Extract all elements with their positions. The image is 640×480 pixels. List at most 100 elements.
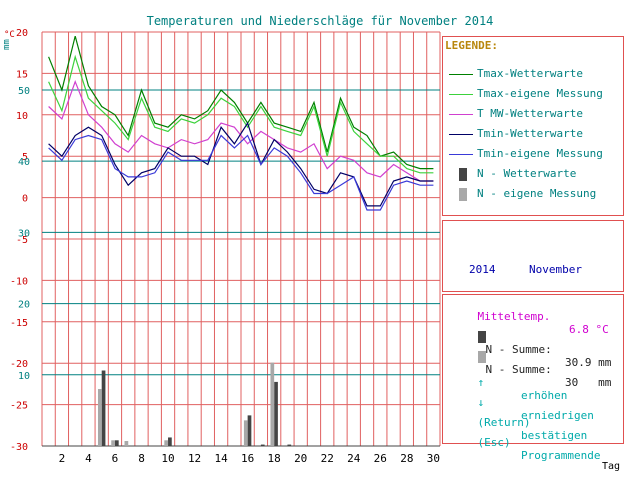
temp-tick-label: -20 — [10, 359, 28, 370]
legend-label: N - Wetterwarte — [477, 167, 577, 180]
temp-tick-label: -25 — [10, 401, 28, 412]
x-tick-label: 22 — [321, 452, 334, 465]
chart-title: Temperaturen und Niederschläge für Novem… — [146, 14, 494, 28]
temp-tick-label: 15 — [16, 69, 28, 80]
nav-increase-label: erhöhen — [521, 389, 568, 402]
legend-panel: LEGENDE: Tmax-Wetterwarte Tmax-eigene Mes… — [442, 36, 624, 216]
temp-tick-label: 5 — [22, 152, 28, 163]
x-tick-label: 12 — [188, 452, 201, 465]
temperature-series-line — [48, 134, 434, 211]
precip-bar — [168, 437, 172, 446]
x-tick-label: 16 — [241, 452, 254, 465]
legend-item: Tmax-Wetterwarte — [449, 67, 625, 83]
temp-tick-label: -15 — [10, 318, 28, 329]
temperature-series-line — [48, 35, 434, 170]
legend-label: Tmin-eigene Messung — [477, 147, 603, 160]
legend-swatch — [449, 154, 473, 155]
temp-tick-label: 0 — [22, 194, 28, 205]
temp-tick-label: -10 — [10, 276, 28, 287]
mm-tick-label: 20 — [18, 300, 30, 311]
sum-eigene-value: 30 mm — [565, 376, 612, 389]
mm-tick-label: 40 — [18, 157, 30, 168]
legend-item: Tmin-eigene Messung — [449, 147, 625, 163]
arrow-down-icon: ↓ — [477, 396, 485, 409]
temperature-series-line — [48, 80, 434, 182]
nav-increase-row[interactable]: ↑ erhöhen — [451, 363, 568, 415]
celsius-unit-label: °C — [4, 30, 15, 40]
nav-decrease-label: erniedrigen — [521, 409, 594, 422]
legend-label: Tmin-Wetterwarte — [477, 127, 583, 140]
precip-bar — [287, 444, 292, 446]
legend-swatch — [449, 134, 473, 135]
sum-wetterwarte-label: N - Summe: — [485, 343, 552, 356]
return-key-label: (Return) — [477, 416, 531, 429]
legend-item: Tmax-eigene Messung — [449, 87, 625, 103]
x-tick-label: 8 — [138, 452, 145, 465]
precip-bar — [97, 389, 102, 446]
legend-label: Tmax-Wetterwarte — [477, 67, 583, 80]
legend-label: T MW-Wetterwarte — [477, 107, 583, 120]
x-tick-label: 24 — [347, 452, 361, 465]
precip-bar — [164, 440, 169, 446]
x-tick-label: 14 — [214, 452, 228, 465]
precip-bar — [274, 381, 278, 446]
arrow-up-icon: ↑ — [477, 376, 485, 389]
precip-bar — [114, 440, 119, 446]
sum-wetterwarte-swatch — [477, 331, 486, 343]
x-tick-label: 10 — [161, 452, 174, 465]
date-panel: 2014 November — [442, 220, 624, 292]
precip-bar — [111, 440, 115, 446]
nav-exit-label: Programmende — [521, 449, 601, 462]
legend-swatch — [449, 114, 473, 115]
legend-item: T MW-Wetterwarte — [449, 107, 625, 123]
x-tick-label: 30 — [427, 452, 440, 465]
nav-confirm-row[interactable]: (Return) bestätigen — [451, 403, 588, 455]
nav-exit-row[interactable]: (Esc) Programmende — [451, 423, 601, 475]
temp-tick-label: -5 — [16, 235, 28, 246]
year-value[interactable]: 2014 — [469, 263, 496, 276]
month-value[interactable]: November — [529, 263, 582, 276]
mm-unit-label: mm — [2, 39, 12, 50]
x-tick-label: 28 — [400, 452, 413, 465]
nav-confirm-label: bestätigen — [521, 429, 588, 442]
sum-eigene-row: N - Summe: 30 mm — [451, 337, 611, 402]
precip-bar — [124, 441, 129, 446]
temp-tick-label: 20 — [16, 28, 28, 39]
precip-bar — [101, 370, 106, 446]
mm-tick-label: 30 — [18, 228, 30, 239]
x-tick-label: 20 — [294, 452, 307, 465]
x-tick-label: 18 — [268, 452, 281, 465]
sum-eigene-swatch — [477, 351, 486, 363]
x-tick-label: 26 — [374, 452, 387, 465]
legend-item: Tmin-Wetterwarte — [449, 127, 625, 143]
legend-item: N - Wetterwarte — [449, 167, 625, 183]
mm-tick-label: 50 — [18, 86, 30, 97]
mean-temp-row: Mitteltemp. 6.8 °C — [451, 297, 609, 349]
mean-temp-value: 6.8 °C — [569, 323, 609, 336]
sum-eigene-label: N - Summe: — [485, 363, 552, 376]
temp-tick-label: 10 — [16, 111, 28, 122]
x-tick-label: 4 — [85, 452, 92, 465]
legend-swatch — [459, 188, 467, 201]
temperature-series-line — [48, 54, 434, 174]
precip-bar — [247, 415, 252, 446]
precip-bar — [260, 444, 265, 446]
legend-swatch — [449, 94, 473, 95]
mm-tick-label: 10 — [18, 371, 30, 382]
legend-swatch — [449, 74, 473, 75]
sum-wetterwarte-row: N - Summe: 30.9 mm — [451, 317, 611, 382]
legend-label: N - eigene Messung — [477, 187, 597, 200]
esc-key-label: (Esc) — [477, 436, 511, 449]
temperature-series-line — [48, 121, 434, 207]
x-tick-label: 6 — [112, 452, 119, 465]
temp-tick-label: -30 — [10, 442, 28, 453]
precip-bar — [243, 420, 248, 446]
legend-item: N - eigene Messung — [449, 187, 625, 203]
sum-wetterwarte-value: 30.9 mm — [565, 356, 612, 369]
x-tick-label: 2 — [59, 452, 66, 465]
precip-bar — [270, 362, 275, 446]
x-axis-label: Tag — [602, 461, 621, 472]
legend-title: LEGENDE: — [445, 39, 498, 52]
nav-decrease-row[interactable]: ↓ erniedrigen — [451, 383, 594, 435]
